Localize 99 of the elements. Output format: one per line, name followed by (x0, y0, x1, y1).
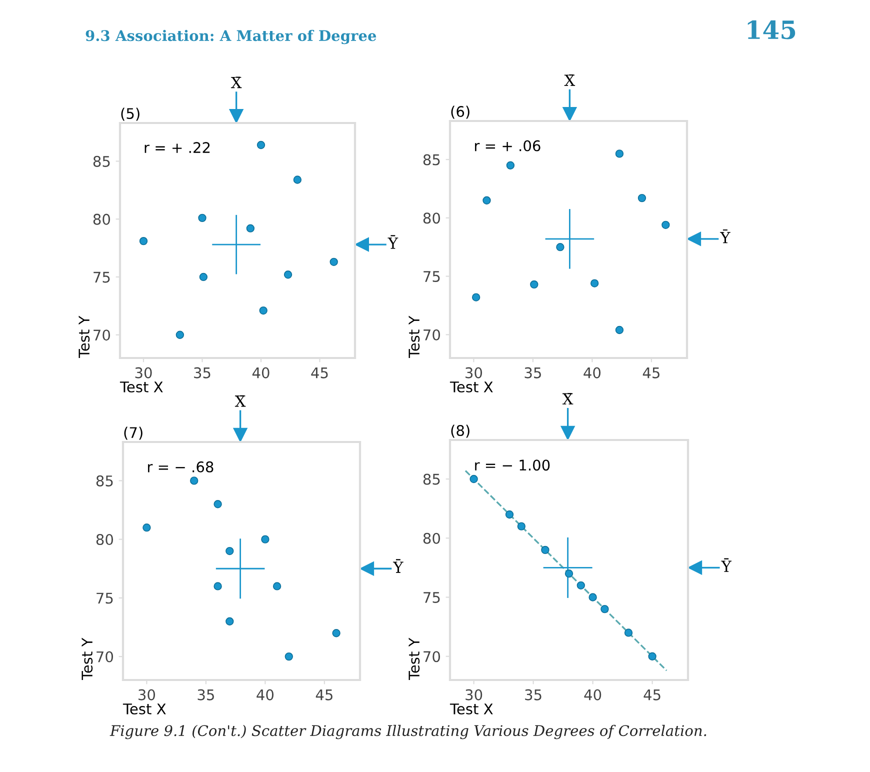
text: Ȳ (721, 558, 732, 572)
point (624, 628, 633, 637)
point (226, 546, 234, 556)
x-tick-label: 40 (584, 689, 602, 700)
x-tick-label: 45 (644, 689, 660, 700)
x-tick-label: 40 (584, 367, 601, 378)
y-tick-label: 75 (424, 592, 440, 603)
y-tick-label: 85 (423, 154, 440, 166)
point (190, 476, 198, 485)
y-axis-title: Test Y (408, 316, 420, 358)
point (564, 570, 574, 578)
chart-title: (5) (121, 108, 140, 121)
x-tick-label: 30 (466, 689, 482, 700)
x-tick-label: 40 (256, 689, 274, 700)
annotation: r = + .06 (475, 140, 540, 152)
point (472, 293, 480, 302)
text: X̄ (562, 393, 574, 404)
point (214, 500, 222, 508)
y-tick-label: 80 (93, 214, 110, 225)
point (638, 194, 646, 202)
point (139, 236, 148, 246)
text: 9.3 Association: A Matter of Degree (86, 30, 376, 44)
point (246, 224, 255, 232)
point (505, 510, 514, 519)
text: Ȳ (393, 559, 404, 573)
text: X̄ (564, 74, 576, 86)
y-tick-label: 70 (424, 329, 440, 340)
y-tick-label: 75 (94, 272, 110, 283)
point (256, 140, 266, 150)
point (142, 523, 151, 532)
point (506, 161, 515, 170)
point (556, 242, 564, 252)
point (259, 306, 268, 315)
text: X̄ (234, 395, 246, 407)
point (272, 582, 282, 590)
x-tick-label: 30 (138, 689, 156, 700)
x-axis-title: Test X (450, 704, 493, 714)
point (330, 258, 338, 266)
y-tick-label: 80 (96, 534, 114, 546)
y-tick-label: 80 (423, 532, 440, 544)
chart-title: (8) (451, 424, 470, 438)
y-tick-label: 75 (424, 271, 440, 282)
y-tick-label: 70 (94, 330, 110, 341)
point (530, 280, 538, 289)
x-axis-title: Test X (122, 704, 166, 714)
x-tick-label: 30 (135, 367, 152, 378)
x-tick-label: 45 (642, 367, 660, 378)
x-axis-title: Test X (450, 382, 493, 392)
y-tick-label: 70 (424, 651, 440, 662)
chart-title: (7) (124, 426, 142, 440)
point (261, 535, 270, 544)
x-tick-label: 35 (198, 689, 214, 700)
annotation: r = − 1.00 (475, 460, 550, 471)
x-axis-title: Test X (120, 382, 163, 392)
point (470, 474, 478, 484)
y-tick-label: 75 (96, 592, 113, 604)
point (214, 582, 222, 590)
text: Ȳ (720, 229, 730, 244)
point (517, 522, 526, 530)
point (198, 214, 206, 222)
x-tick-label: 45 (311, 367, 328, 378)
point (482, 196, 491, 204)
y-tick-label: 85 (93, 156, 110, 167)
point (662, 220, 670, 229)
y-tick-label: 85 (96, 475, 113, 486)
y-axis-title: Test Y (82, 638, 93, 680)
y-tick-label: 85 (423, 474, 440, 485)
point (600, 604, 609, 614)
y-tick-label: 70 (96, 651, 114, 662)
x-tick-label: 35 (525, 689, 542, 700)
chart-title: (6) (451, 106, 470, 119)
point (293, 176, 302, 184)
text: Ȳ (388, 235, 398, 249)
point (176, 330, 184, 339)
y-axis-title: Test Y (78, 316, 90, 358)
point (615, 326, 624, 334)
point (199, 272, 208, 282)
point (541, 546, 550, 554)
point (226, 617, 234, 626)
point (590, 279, 599, 288)
point (615, 150, 624, 158)
point (588, 593, 597, 602)
text: 145 (748, 20, 796, 40)
annotation: r = + .22 (144, 142, 210, 153)
x-tick-label: 35 (524, 367, 541, 378)
x-tick-label: 40 (252, 367, 270, 378)
x-tick-label: 30 (466, 367, 482, 378)
x-tick-label: 35 (194, 367, 210, 378)
y-axis-title: Test Y (408, 638, 420, 680)
annotation: r = − .68 (148, 461, 214, 472)
point (284, 652, 293, 661)
text: X̄ (230, 76, 242, 88)
y-tick-label: 80 (423, 212, 440, 224)
caption: Figure 9.1 (Con't.) Scatter Diagrams Illustrating Various Degrees of Correlation. (110, 724, 706, 740)
x-tick-label: 45 (316, 689, 332, 700)
point (284, 270, 292, 279)
point (648, 652, 656, 660)
point (332, 629, 340, 638)
point (576, 581, 585, 590)
